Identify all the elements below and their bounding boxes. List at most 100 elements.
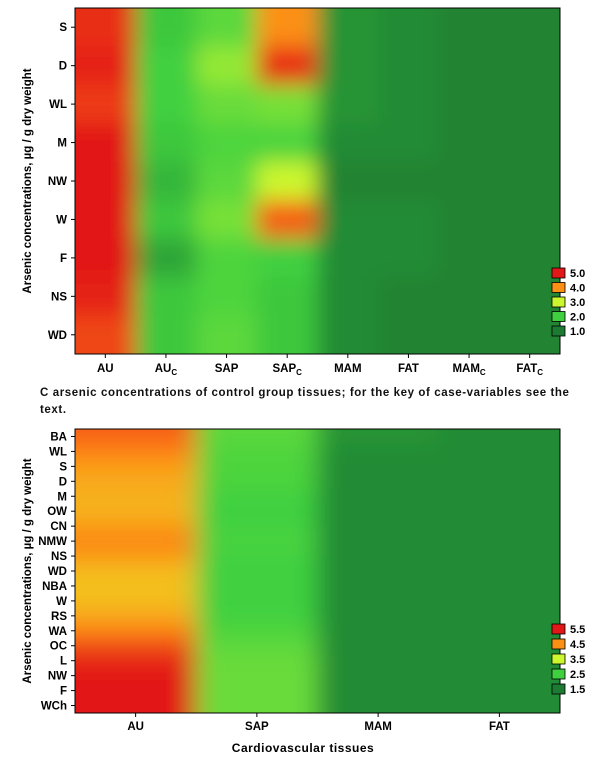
heatmap-surface: [75, 429, 560, 713]
y-tick-label: D: [59, 476, 67, 488]
heatmap-cell: [256, 123, 318, 163]
heatmap-cell: [438, 653, 560, 669]
heatmap-cell: [196, 429, 318, 445]
heatmap-cell: [317, 315, 379, 354]
heatmap-cell: [317, 533, 440, 550]
y-tick-label: D: [59, 61, 67, 73]
x-tick-label: AU: [97, 363, 114, 375]
heatmap-panel-2: BA WL SDM OW CN NMW NS WD NBA W RS WA OC L NW F WCh AU SAP…: [22, 428, 585, 755]
heatmap-cell: [438, 533, 560, 550]
heatmap-cell: [135, 123, 197, 163]
heatmap-cell: [75, 668, 197, 684]
heatmap-cell: [378, 238, 440, 278]
y-tick-label: WL: [49, 446, 67, 458]
legend-swatch: [551, 623, 566, 635]
heatmap-cell: [256, 200, 318, 240]
heatmap-cell: [196, 123, 258, 163]
heatmap-cell: [135, 8, 197, 47]
heatmap-cell: [135, 200, 197, 240]
y-tick-label: OW: [47, 506, 67, 518]
heatmap-cell: [378, 315, 440, 354]
heatmap-cell: [499, 8, 560, 47]
heatmap-cell: [196, 578, 318, 594]
heatmap-cell: [196, 458, 318, 475]
heatmap-cell: [499, 161, 560, 201]
x-tick-label: SAPC: [272, 363, 302, 377]
heatmap-cell: [378, 277, 440, 317]
heatmap-cell: [317, 429, 440, 445]
heatmap-cell: [196, 698, 318, 713]
heatmap-cell: [256, 277, 318, 317]
heatmap-cell: [438, 698, 560, 713]
y-axis-title: Arsenic concentrations, µg / g dry weigh…: [22, 68, 34, 293]
heatmap-cell: [438, 548, 560, 565]
heatmap-cell: [75, 277, 137, 317]
x-axis-title: Cardiovascular tissues: [232, 741, 374, 755]
heatmap-cell: [378, 161, 440, 201]
y-tick-label: WD: [48, 566, 67, 578]
heatmap-cell: [75, 518, 197, 535]
heatmap-cell: [196, 488, 318, 505]
heatmap-cell: [135, 84, 197, 124]
heatmap-cell: [135, 161, 197, 201]
legend-swatch: [551, 668, 566, 680]
heatmap-cell: [196, 503, 318, 520]
heatmap-cell: [438, 683, 560, 699]
heatmap-cell: [438, 8, 500, 47]
heatmap-cell: [317, 161, 379, 201]
y-tick-label: RS: [51, 611, 67, 623]
heatmap-cell: [317, 683, 440, 699]
heatmap-cell: [438, 473, 560, 490]
heatmap-cell: [75, 238, 137, 278]
heatmap-cell: [317, 8, 379, 47]
heatmap-cell: [256, 84, 318, 124]
legend-label: 3.5: [570, 654, 585, 666]
heatmap-cell: [256, 238, 318, 278]
y-tick-label: WL: [49, 99, 67, 111]
heatmap-cell: [196, 668, 318, 684]
y-tick-label: NW: [48, 176, 67, 188]
x-tick-label: MAMC: [452, 363, 485, 377]
x-tick-label: SAP: [215, 363, 239, 375]
heatmap-cell: [438, 429, 560, 445]
heatmap-cell: [196, 593, 318, 609]
heatmap-cell: [75, 593, 197, 609]
heatmap-cell: [499, 84, 560, 124]
heatmap-cell: [196, 473, 318, 490]
heatmap-cell: [75, 623, 197, 639]
heatmap-cell: [438, 638, 560, 654]
heatmap-cell: [317, 443, 440, 460]
legend-label: 4.0: [570, 283, 585, 295]
heatmap-cell: [75, 458, 197, 475]
y-tick-label: BA: [50, 431, 67, 443]
heatmap-cell: [438, 84, 500, 124]
heatmap-cell: [438, 518, 560, 535]
heatmap-cell: [317, 238, 379, 278]
heatmap-cell: [196, 46, 258, 86]
heatmap-cell: [438, 161, 500, 201]
heatmap-cell: [317, 123, 379, 163]
y-tick-label: CN: [50, 521, 67, 533]
y-tick-label: WD: [48, 330, 67, 342]
legend-swatch: [551, 653, 566, 665]
y-tick-label: NBA: [42, 581, 67, 593]
heatmap-cell: [256, 315, 318, 354]
heatmap-cell: [378, 46, 440, 86]
heatmap-cell: [317, 277, 379, 317]
legend-swatch: [551, 638, 566, 650]
heatmap-cell: [438, 458, 560, 475]
heatmap-cell: [75, 503, 197, 520]
heatmap-cell: [135, 277, 197, 317]
color-legend: 5.0 4.0 3.0 2.0 1.0: [551, 267, 585, 338]
heatmap-cell: [378, 8, 440, 47]
heatmap-cell: [75, 161, 137, 201]
legend-label: 1.5: [570, 684, 585, 696]
heatmap-cell: [438, 46, 500, 86]
heatmap-cell: [438, 315, 500, 354]
y-tick-label: S: [59, 22, 67, 34]
x-tick-label: FAT: [489, 721, 510, 733]
heatmap-cell: [75, 429, 197, 445]
legend-label: 2.0: [570, 312, 585, 324]
heatmap-cell: [196, 84, 258, 124]
